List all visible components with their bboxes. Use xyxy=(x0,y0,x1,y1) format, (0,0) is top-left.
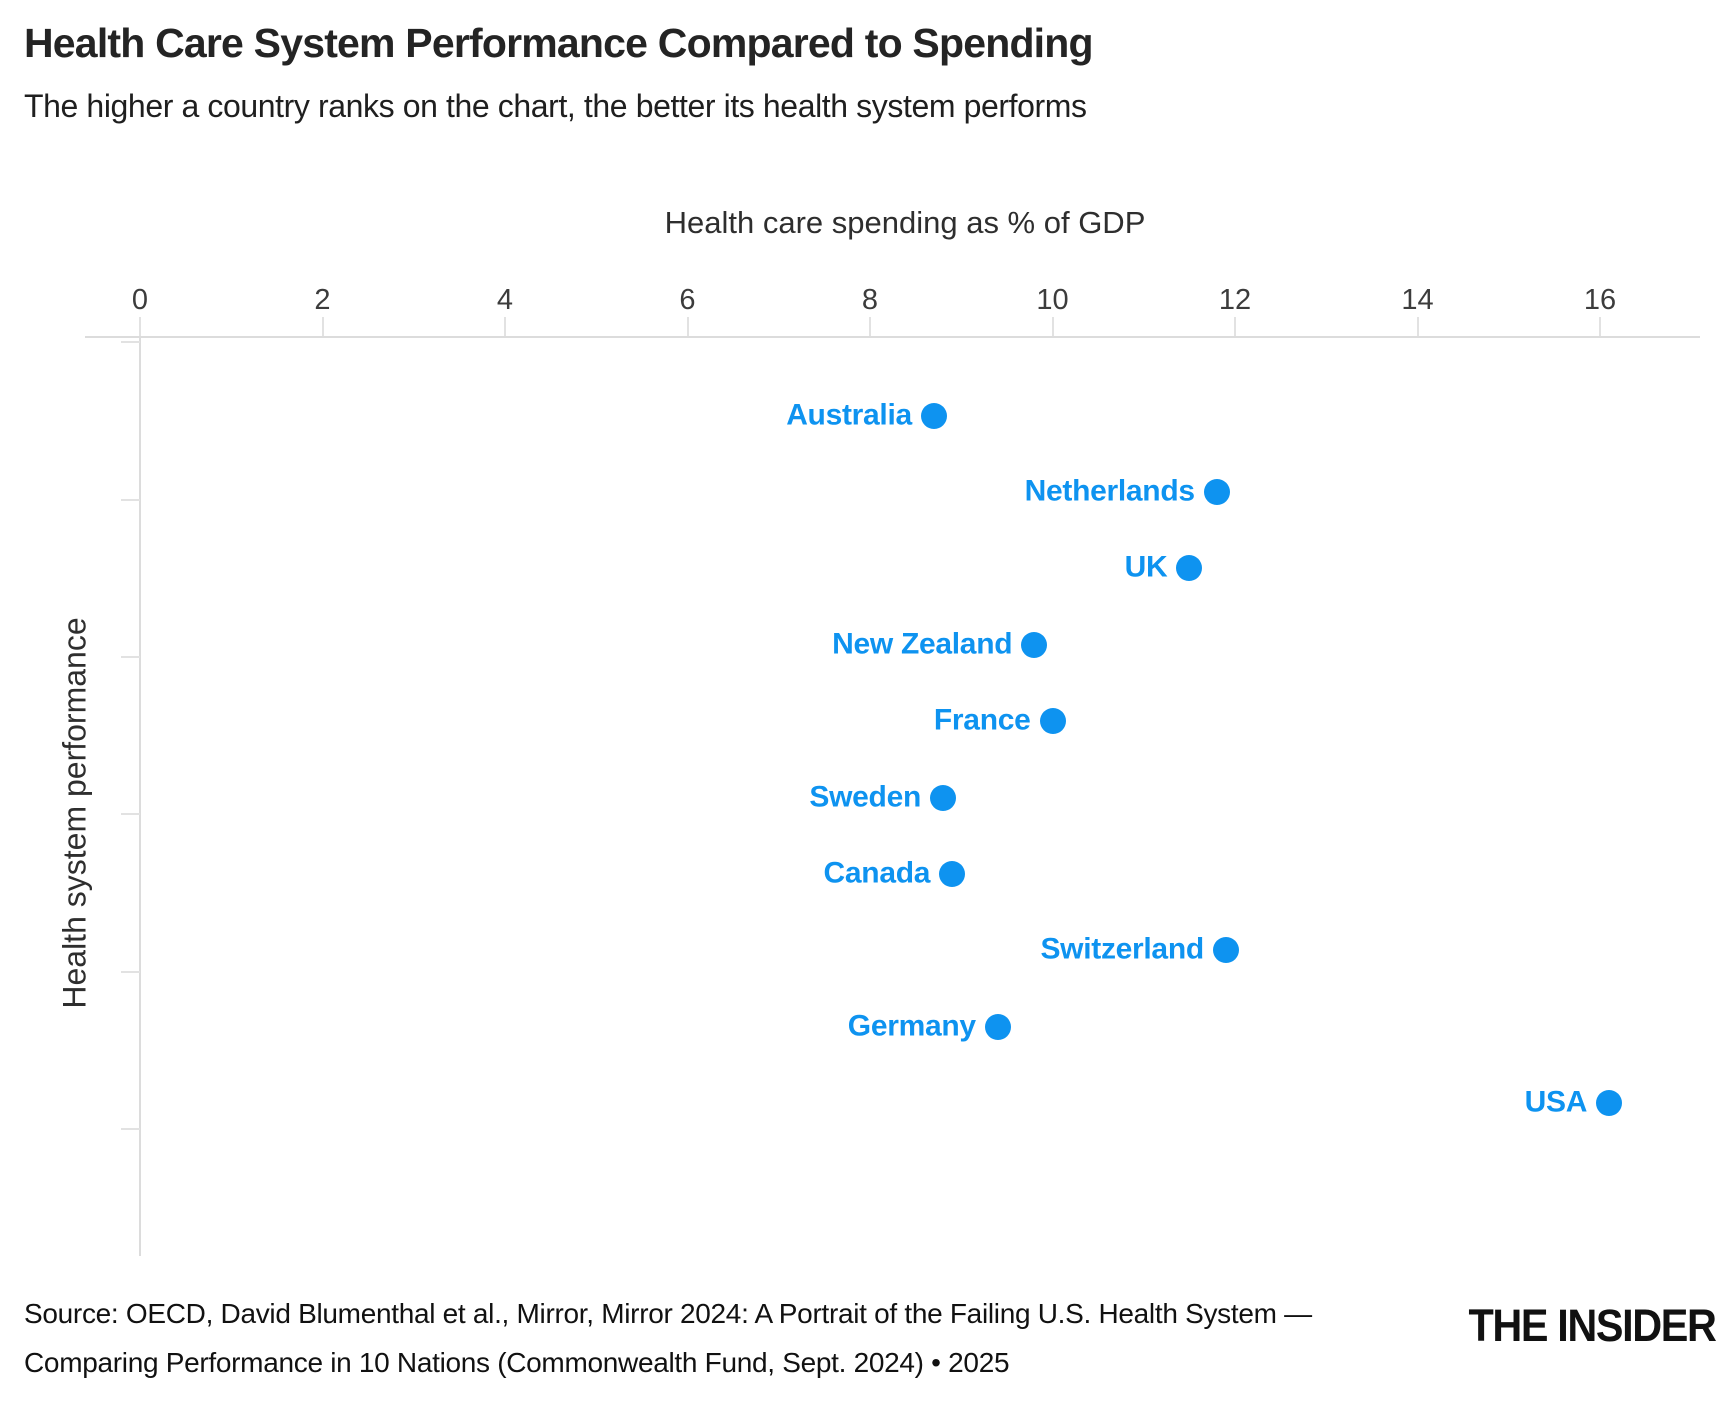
x-tick-mark-0 xyxy=(139,317,141,336)
x-tick-label-0: 0 xyxy=(131,284,149,316)
x-tick-label-14: 14 xyxy=(1401,284,1434,316)
x-tick-label-10: 10 xyxy=(1036,284,1069,316)
source-line-2: Comparing Performance in 10 Nations (Com… xyxy=(24,1347,1010,1378)
x-tick-label-4: 4 xyxy=(496,284,514,316)
data-point-france xyxy=(1039,708,1066,735)
data-point-switzerland xyxy=(1212,937,1239,964)
x-axis-line xyxy=(85,336,1700,338)
data-point-label-sweden: Sweden xyxy=(809,779,921,813)
data-point-label-usa: USA xyxy=(1524,1085,1588,1119)
y-axis-line xyxy=(139,336,141,1256)
y-tick-mark-2 xyxy=(121,499,140,501)
data-point-label-france: France xyxy=(933,703,1031,737)
x-tick-mark-6 xyxy=(686,317,689,336)
x-tick-label-2: 2 xyxy=(314,284,331,316)
page-subtitle: The higher a country ranks on the chart,… xyxy=(24,88,1087,124)
x-tick-label-6: 6 xyxy=(679,284,696,316)
x-tick-mark-14 xyxy=(1416,317,1419,336)
data-point-label-uk: UK xyxy=(1124,550,1168,584)
x-tick-mark-16 xyxy=(1599,317,1601,336)
data-point-label-germany: Germany xyxy=(847,1009,976,1043)
data-point-label-australia: Australia xyxy=(786,397,912,431)
data-point-netherlands xyxy=(1203,478,1230,505)
data-point-label-new-zealand: New Zealand xyxy=(832,627,1013,661)
x-tick-label-12: 12 xyxy=(1218,284,1252,316)
y-tick-mark-1 xyxy=(121,341,140,343)
data-point-canada xyxy=(939,860,966,887)
x-tick-label-8: 8 xyxy=(861,284,879,316)
x-axis-title: Health care spending as % of GDP xyxy=(664,205,1146,240)
data-point-new-zealand xyxy=(1021,631,1048,658)
data-point-germany xyxy=(984,1013,1011,1040)
source-note: Source: OECD, David Blumenthal et al., M… xyxy=(24,1289,1312,1387)
y-axis-title: Health system performance xyxy=(56,617,93,1009)
data-point-usa xyxy=(1596,1090,1623,1117)
x-tick-mark-2 xyxy=(321,317,324,336)
y-tick-mark-5 xyxy=(121,971,140,973)
data-point-sweden xyxy=(930,784,956,811)
x-tick-mark-12 xyxy=(1234,317,1236,336)
y-tick-mark-3 xyxy=(121,656,140,658)
source-line-1: Source: OECD, David Blumenthal et al., M… xyxy=(24,1298,1312,1329)
y-tick-mark-6 xyxy=(121,1128,140,1130)
data-point-uk xyxy=(1176,555,1203,582)
x-tick-label-16: 16 xyxy=(1583,284,1617,316)
x-tick-mark-10 xyxy=(1051,317,1054,336)
page-title: Health Care System Performance Compared … xyxy=(24,20,1094,66)
publisher-logo: THE INSIDER xyxy=(1468,1300,1717,1351)
x-tick-mark-4 xyxy=(504,317,506,336)
x-tick-mark-8 xyxy=(869,317,871,336)
data-point-label-netherlands: Netherlands xyxy=(1024,474,1195,508)
data-point-label-switzerland: Switzerland xyxy=(1040,932,1204,966)
data-point-australia xyxy=(920,402,947,429)
data-point-label-canada: Canada xyxy=(823,856,931,890)
y-tick-mark-4 xyxy=(121,813,140,815)
